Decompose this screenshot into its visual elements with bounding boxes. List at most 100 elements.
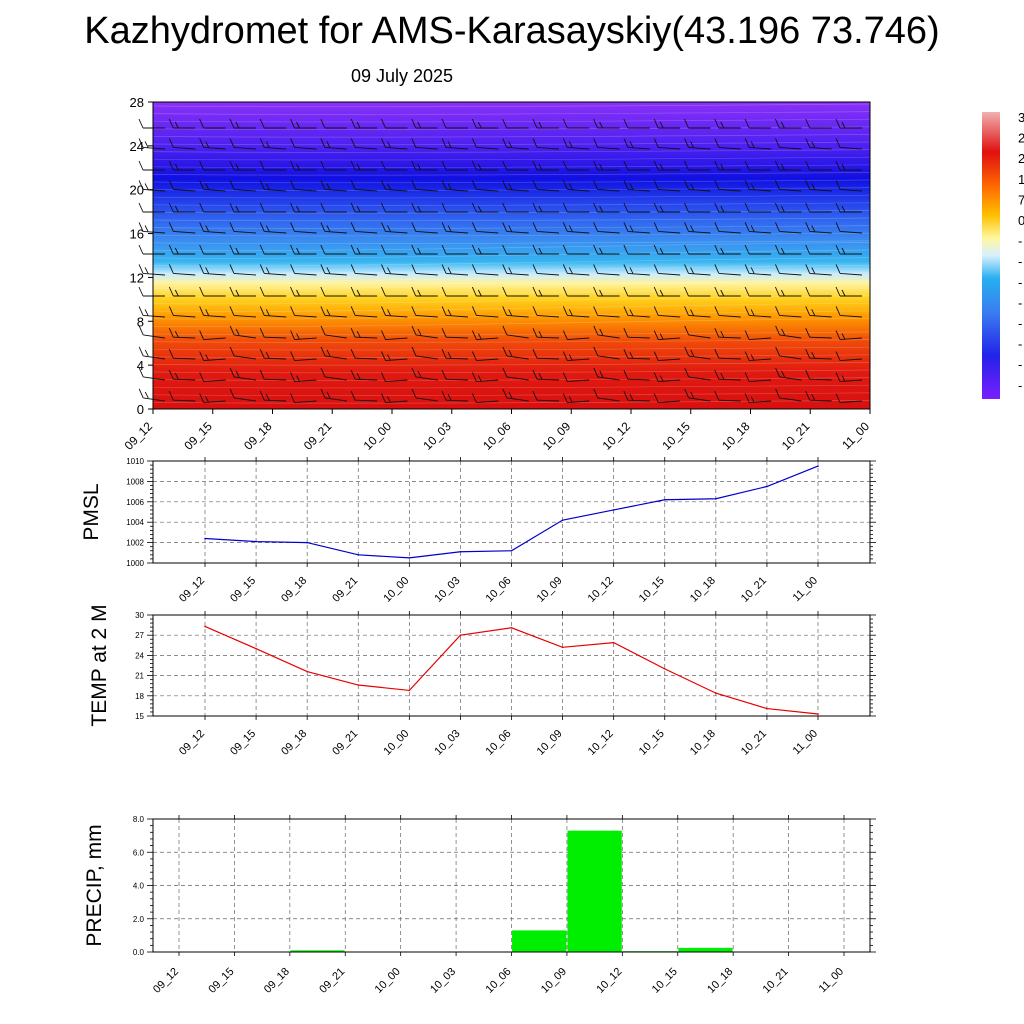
wind-barb <box>562 180 590 192</box>
wind-barb <box>562 286 590 297</box>
wind-barb <box>138 306 166 318</box>
wind-barb <box>684 286 711 297</box>
wind-barb <box>441 138 469 150</box>
wind-barb <box>562 330 590 340</box>
wind-barb <box>320 264 347 276</box>
wind-barb <box>381 372 408 382</box>
wind-barb <box>411 160 438 171</box>
wind-barb <box>532 202 559 213</box>
data-point <box>510 549 513 552</box>
wind-barb <box>290 372 317 382</box>
x-tick-label: 10_00 <box>361 419 395 453</box>
colorbar-label: 2 <box>1018 131 1024 146</box>
precip-bar <box>512 930 567 952</box>
x-tick-label: 11_00 <box>791 575 821 605</box>
colorbar-label: - <box>1018 254 1022 269</box>
wind-barb <box>441 180 469 192</box>
x-tick-label: 10_12 <box>586 575 616 605</box>
colorbar-label: - <box>1018 316 1022 331</box>
isoline <box>152 111 871 115</box>
wind-barb <box>744 330 772 340</box>
wind-barb <box>350 286 378 297</box>
wind-barb <box>623 118 650 129</box>
y-tick-label: 0.0 <box>133 948 145 957</box>
wind-barb <box>471 180 499 192</box>
wind-barb <box>593 286 620 297</box>
wind-barb <box>471 351 499 361</box>
wind-barb <box>290 202 317 213</box>
isoline <box>152 118 871 123</box>
data-point <box>306 670 308 673</box>
wind-barb <box>684 264 711 276</box>
wind-barb <box>593 346 620 360</box>
wind-barb <box>290 118 317 129</box>
wind-barb <box>835 222 863 234</box>
wind-barb <box>259 370 287 381</box>
wind-barb <box>835 202 862 213</box>
wind-barb <box>199 138 226 150</box>
y-tick-label: 8.0 <box>133 815 145 824</box>
y-tick-label: 24 <box>130 139 144 154</box>
data-point <box>715 692 717 694</box>
wind-barb <box>320 180 347 192</box>
wind-barb <box>168 391 196 402</box>
wind-barb <box>502 388 529 402</box>
wind-barb <box>593 244 620 255</box>
wind-barb <box>229 118 256 129</box>
wind-barb <box>623 391 650 402</box>
wind-barb <box>502 222 529 234</box>
data-point <box>204 537 206 540</box>
wind-barb <box>835 138 863 150</box>
wind-barb <box>259 306 287 318</box>
wind-barb <box>562 202 590 213</box>
wind-barb <box>229 286 256 297</box>
wind-barb <box>471 244 499 255</box>
wind-barb <box>441 370 469 381</box>
wind-barb <box>259 264 287 276</box>
wind-barb <box>653 330 681 340</box>
wind-barb <box>502 306 529 318</box>
wind-barb <box>562 264 590 276</box>
wind-barb <box>471 306 499 318</box>
data-point <box>817 465 819 467</box>
x-tick-label: 10_09 <box>535 575 565 605</box>
x-tick-label: 10_15 <box>650 966 680 996</box>
wind-barb <box>168 286 196 297</box>
data-point <box>715 497 717 500</box>
wind-barb <box>350 370 378 381</box>
wind-barb <box>835 118 862 129</box>
wind-barb <box>350 244 378 255</box>
colorbar-label: - <box>1018 337 1022 352</box>
x-tick-label: 09_18 <box>279 728 309 758</box>
wind-barb <box>381 202 408 213</box>
wind-barb <box>835 330 863 340</box>
pmsl-panel: 1000 1002 1004 1006 1008 1010 09_12 09_15 09_18 0… <box>80 457 876 605</box>
wind-barb <box>805 328 832 339</box>
wind-barb <box>744 393 772 403</box>
wind-barb <box>199 330 226 340</box>
wind-barb <box>138 160 165 171</box>
y-axis-label: PRECIP, mm <box>83 824 106 946</box>
colorbar-gradient <box>982 112 1000 399</box>
wind-barb <box>805 264 832 276</box>
data-point <box>766 707 768 710</box>
wind-barb <box>138 180 166 192</box>
wind-barb <box>411 286 438 297</box>
isoline <box>152 280 871 290</box>
wind-barb <box>562 160 590 171</box>
wind-barb <box>774 202 802 213</box>
wind-barb <box>593 388 620 402</box>
wind-barb <box>805 180 832 192</box>
wind-barb <box>532 391 559 402</box>
isoline <box>152 346 871 351</box>
wind-barb <box>623 370 650 381</box>
wind-barb <box>805 160 832 171</box>
wind-barb <box>259 244 287 255</box>
x-tick-label: 10_03 <box>432 728 462 758</box>
wind-barb <box>623 264 650 276</box>
y-tick-label: 1006 <box>126 498 144 507</box>
wind-barb <box>744 160 772 171</box>
y-tick-label: 8 <box>137 314 144 329</box>
wind-barb <box>229 222 256 234</box>
wind-barb <box>744 244 772 255</box>
